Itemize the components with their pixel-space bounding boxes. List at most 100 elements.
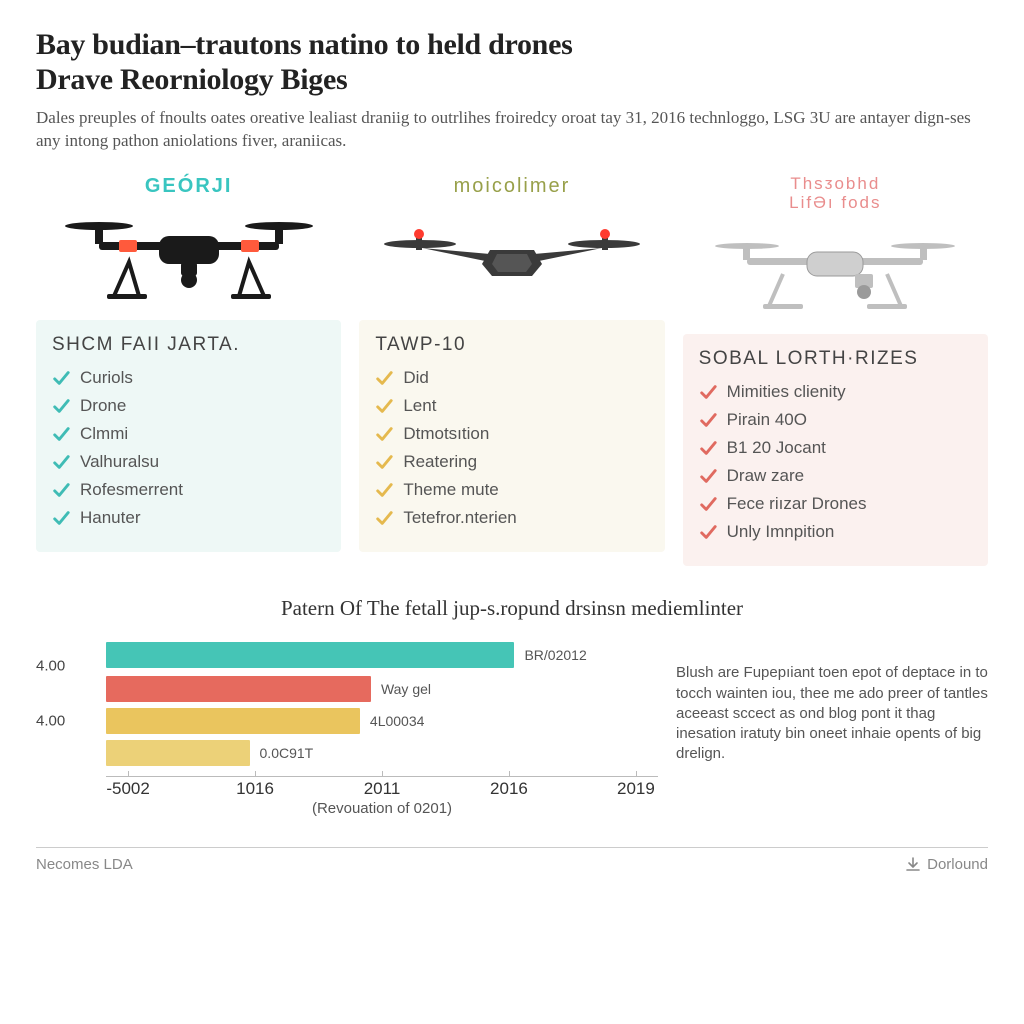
bar-chart: BR/02012 Way gel 4L00034 0.0C91T -5002 1016 2… <box>36 633 658 813</box>
footer-download[interactable]: Dorlound <box>905 856 988 873</box>
brand-label-3: Thsᴣobhd LifƏı fods <box>789 175 881 212</box>
chart-x-tick: 2011 <box>364 779 401 799</box>
card-title-1: SHCM FAII JARTA. <box>52 334 325 356</box>
feature-item: Tetefror.nterien <box>375 508 648 528</box>
page-subtitle: Dales preuples of fnoults oates oreative… <box>36 107 988 153</box>
feature-item: Valhuralsu <box>52 452 325 472</box>
check-icon <box>699 495 717 513</box>
check-icon <box>52 425 70 443</box>
check-icon <box>699 439 717 457</box>
drone-illustration-2 <box>382 204 642 314</box>
feature-item: Curiols <box>52 368 325 388</box>
chart-title: Patern Of The fetall jup-s.ropund drsins… <box>36 596 988 621</box>
feature-label: Drone <box>80 396 126 416</box>
feature-label: Theme mute <box>403 480 498 500</box>
brand-label-1: GEÓRJI <box>145 175 233 198</box>
feature-item: Draw zare <box>699 466 972 486</box>
feature-item: Lent <box>375 396 648 416</box>
feature-label: Hanuter <box>80 508 140 528</box>
chart-bar <box>106 740 250 766</box>
card-title-3: SOBAL LORTH·RIZES <box>699 348 972 370</box>
feature-item: Hanuter <box>52 508 325 528</box>
chart-x-tick: 2019 <box>617 779 655 799</box>
feature-item: Clmmi <box>52 424 325 444</box>
check-icon <box>375 425 393 443</box>
check-icon <box>375 509 393 527</box>
check-icon <box>52 509 70 527</box>
footer: Necomes LDA Dorlound <box>36 847 988 873</box>
feature-label: Pirain 40O <box>727 410 807 430</box>
feature-item: B1 20 Jocant <box>699 438 972 458</box>
quadcopter-icon <box>715 243 955 309</box>
card-1: GEÓRJI <box>36 175 341 566</box>
chart-y-label: 4.00 <box>36 658 65 675</box>
card-3: Thsᴣobhd LifƏı fods <box>683 175 988 566</box>
quadcopter-icon <box>384 229 640 276</box>
check-icon <box>52 453 70 471</box>
feature-item: Fece riızar Drones <box>699 494 972 514</box>
chart-bar <box>106 642 514 668</box>
check-icon <box>699 523 717 541</box>
feature-label: Tetefror.nterien <box>403 508 516 528</box>
chart-section: Patern Of The fetall jup-s.ropund drsins… <box>36 596 988 813</box>
feature-label: Mimities clienity <box>727 382 846 402</box>
chart-y-label: 4.00 <box>36 713 65 730</box>
feature-item: Theme mute <box>375 480 648 500</box>
page-title-line1: Bay budian–trautons natino to held drone… <box>36 28 988 63</box>
feature-item: Dtmotsıtion <box>375 424 648 444</box>
chart-x-tick: 2016 <box>490 779 528 799</box>
drone-illustration-3 <box>705 218 965 328</box>
feature-item: Unly Imnpition <box>699 522 972 542</box>
chart-bar <box>106 676 371 702</box>
chart-x-tick: 1016 <box>236 779 274 799</box>
feature-item: Rofesmerrent <box>52 480 325 500</box>
chart-bar-label: 0.0C91T <box>260 745 314 761</box>
brand-label-2: moicolimer <box>454 175 571 198</box>
comparison-cards: GEÓRJI <box>36 175 988 566</box>
feature-label: Draw zare <box>727 466 804 486</box>
download-icon <box>905 857 921 873</box>
card-2: moicolimer TAWP-10 DidLentDtmot <box>359 175 664 566</box>
check-icon <box>52 397 70 415</box>
feature-item: Did <box>375 368 648 388</box>
feature-label: Rofesmerrent <box>80 480 183 500</box>
chart-x-caption: (Revouation of 0201) <box>312 800 452 817</box>
quadcopter-icon <box>65 222 313 299</box>
feature-label: Dtmotsıtion <box>403 424 489 444</box>
card-body-3: SOBAL LORTH·RIZES Mimities clienity Pirai… <box>683 334 988 566</box>
check-icon <box>52 369 70 387</box>
feature-label: Clmmi <box>80 424 128 444</box>
check-icon <box>375 369 393 387</box>
check-icon <box>375 453 393 471</box>
chart-bar-label: Way gel <box>381 681 431 697</box>
card-body-2: TAWP-10 Did Lent Dtmotsıtion Reatering Theme… <box>359 320 664 552</box>
check-icon <box>375 397 393 415</box>
feature-label: Reatering <box>403 452 477 472</box>
check-icon <box>699 467 717 485</box>
check-icon <box>375 481 393 499</box>
footer-source: Necomes LDA <box>36 856 133 873</box>
footer-download-label: Dorlound <box>927 856 988 873</box>
feature-label: Unly Imnpition <box>727 522 835 542</box>
check-icon <box>699 411 717 429</box>
feature-label: Did <box>403 368 429 388</box>
chart-bar-label: BR/02012 <box>524 647 586 663</box>
chart-x-tick: -5002 <box>106 779 149 799</box>
feature-item: Pirain 40O <box>699 410 972 430</box>
feature-label: Lent <box>403 396 436 416</box>
feature-label: B1 20 Jocant <box>727 438 826 458</box>
chart-bar-label: 4L00034 <box>370 713 425 729</box>
feature-label: Valhuralsu <box>80 452 159 472</box>
feature-item: Reatering <box>375 452 648 472</box>
feature-item: Mimities clienity <box>699 382 972 402</box>
chart-side-paragraph: Blush are Fupepıiant toen epot of deptac… <box>658 633 988 813</box>
chart-bar <box>106 708 360 734</box>
card-body-1: SHCM FAII JARTA. Curiols Drone Clmmi Valhur… <box>36 320 341 552</box>
feature-label: Fece riızar Drones <box>727 494 867 514</box>
check-icon <box>52 481 70 499</box>
header: Bay budian–trautons natino to held drone… <box>36 28 988 153</box>
card-title-2: TAWP-10 <box>375 334 648 356</box>
page-title-line2: Drave Reorniology Biges <box>36 63 988 98</box>
check-icon <box>699 383 717 401</box>
drone-illustration-1 <box>59 204 319 314</box>
